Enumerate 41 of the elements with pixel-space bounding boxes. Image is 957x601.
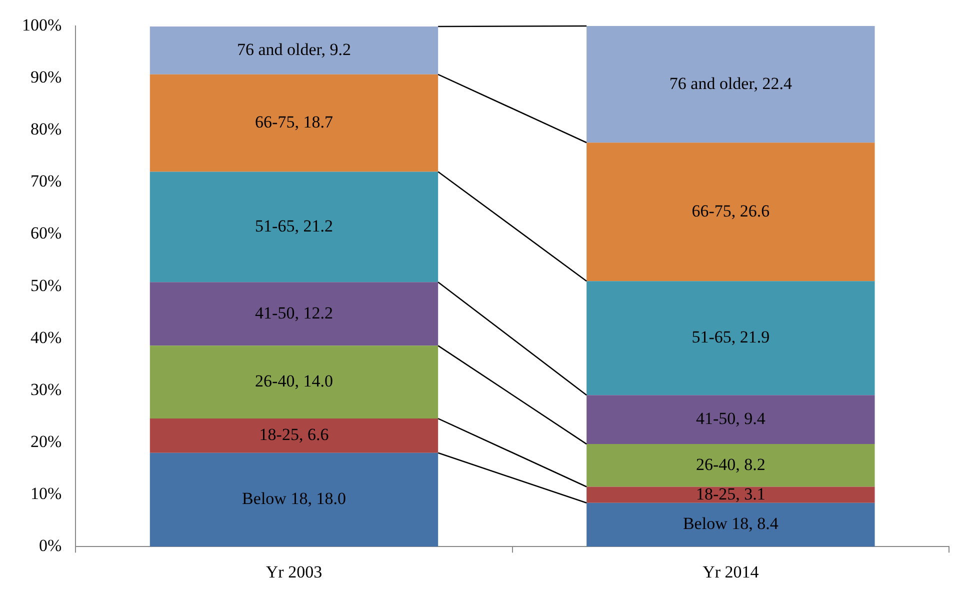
y-tick-label: 30% <box>30 380 62 399</box>
bar <box>586 395 875 444</box>
data-label: 41-50, 9.4 <box>696 409 766 428</box>
data-label: 51-65, 21.9 <box>692 328 770 347</box>
y-tick-label: 60% <box>30 224 62 243</box>
y-tick-label: 10% <box>30 484 62 504</box>
data-label: 76 and older, 9.2 <box>236 40 352 59</box>
y-tick-label: 90% <box>30 68 62 87</box>
y-tick-label: 0% <box>38 536 62 556</box>
data-label: 51-65, 21.2 <box>255 216 333 236</box>
data-label: 18-25, 3.1 <box>696 484 766 504</box>
bar <box>150 74 438 172</box>
bar <box>586 502 875 547</box>
data-label: 26-40, 8.2 <box>696 454 766 474</box>
y-tick-label: 80% <box>30 120 62 139</box>
bar <box>586 281 875 396</box>
bar <box>586 444 875 487</box>
bar <box>150 452 438 547</box>
y-tick-label: 100% <box>22 15 62 34</box>
data-label: Below 18, 18.0 <box>242 489 346 508</box>
data-label: 66-75, 18.7 <box>255 112 334 132</box>
bar <box>150 172 438 282</box>
x-tick-label: Yr 2014 <box>702 562 760 582</box>
bar <box>150 26 438 74</box>
y-tick-label: 40% <box>30 328 62 347</box>
data-label: 18-25, 6.6 <box>259 425 329 444</box>
x-tick-label: Yr 2003 <box>266 562 322 582</box>
bar <box>586 26 875 143</box>
data-label: Below 18, 8.4 <box>682 514 779 534</box>
bar <box>150 282 438 346</box>
data-label: 41-50, 12.2 <box>255 303 333 322</box>
y-tick-label: 70% <box>30 172 62 191</box>
bar <box>150 418 438 453</box>
bar <box>586 142 875 282</box>
bar <box>586 486 875 503</box>
data-label: 76 and older, 22.4 <box>669 74 792 93</box>
data-label: 66-75, 26.6 <box>692 201 770 220</box>
data-label: 26-40, 14.0 <box>255 372 333 391</box>
y-tick-label: 20% <box>30 432 62 451</box>
bar <box>150 346 438 419</box>
y-tick-label: 50% <box>30 276 62 295</box>
